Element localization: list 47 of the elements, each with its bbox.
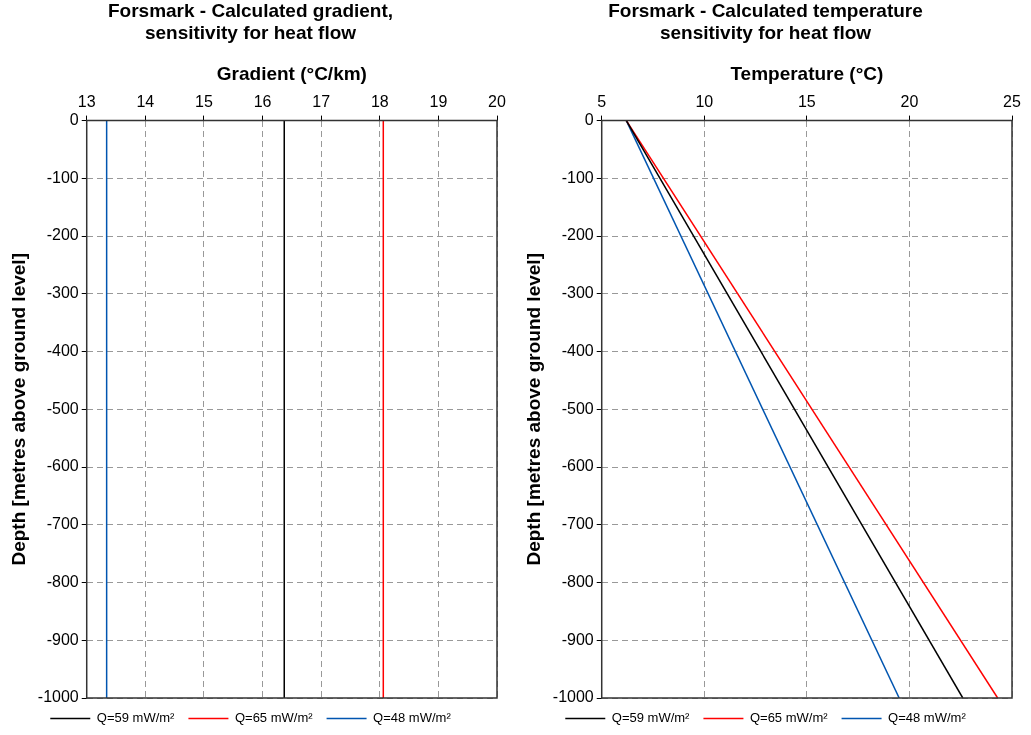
x-tick-label: 19	[429, 93, 448, 111]
legend-label: Q=65 mW/m²	[749, 710, 829, 726]
y-axis-title: Depth [metres above ground level]	[7, 253, 29, 566]
y-tick-label: -400	[46, 341, 79, 359]
legend-label: Q=59 mW/m²	[611, 710, 691, 726]
y-tick-label: -300	[46, 284, 79, 302]
y-tick-label: -700	[561, 515, 594, 533]
x-tick-label: 15	[195, 93, 213, 111]
x-tick-label: 20	[900, 93, 919, 111]
chart-title: Forsmark - Calculated temperature sensitivity for heat flow	[608, 0, 923, 44]
y-tick-label: -1000	[37, 688, 79, 706]
y-tick-label: -100	[561, 168, 594, 186]
x-tick-label: 17	[312, 93, 331, 111]
chart-title: Forsmark - Calculated gradient, sensitivity for heat flow	[107, 0, 394, 44]
legend-label: Q=48 mW/m²	[373, 710, 452, 726]
y-tick-label: -300	[561, 284, 594, 302]
x-tick-label: 15	[797, 93, 816, 111]
x-tick-label: 5	[597, 93, 607, 111]
legend-label: Q=59 mW/m²	[96, 710, 176, 726]
y-tick-label: -800	[561, 572, 594, 590]
x-tick-label: 10	[695, 93, 714, 111]
x-tick-label: 13	[77, 93, 96, 111]
y-tick-label: -700	[46, 515, 79, 533]
y-tick-label: -600	[46, 457, 79, 475]
y-tick-label: -1000	[552, 688, 594, 706]
y-tick-label: -200	[46, 226, 79, 244]
y-tick-label: -900	[46, 630, 79, 648]
y-tick-label: -200	[561, 226, 594, 244]
x-axis-title: Gradient (°C/km)	[216, 63, 367, 85]
y-tick-label: -100	[46, 168, 79, 186]
y-axis-title: Depth [metres above ground level]	[522, 253, 544, 566]
y-tick-label: 0	[69, 111, 79, 129]
x-tick-label: 16	[253, 93, 272, 111]
y-tick-label: -600	[561, 457, 594, 475]
y-tick-label: -400	[561, 341, 594, 359]
y-tick-label: -900	[561, 630, 594, 648]
y-tick-label: -500	[46, 399, 79, 417]
x-axis-title: Temperature (°C)	[730, 63, 884, 85]
x-tick-label: 18	[370, 93, 389, 111]
x-tick-label: 25	[1003, 93, 1021, 111]
y-tick-label: 0	[584, 111, 594, 129]
y-tick-label: -500	[561, 399, 594, 417]
x-tick-label: 14	[136, 93, 155, 111]
y-tick-label: -800	[46, 572, 79, 590]
legend-label: Q=65 mW/m²	[234, 710, 314, 726]
x-tick-label: 20	[488, 93, 506, 111]
legend-label: Q=48 mW/m²	[888, 710, 967, 726]
